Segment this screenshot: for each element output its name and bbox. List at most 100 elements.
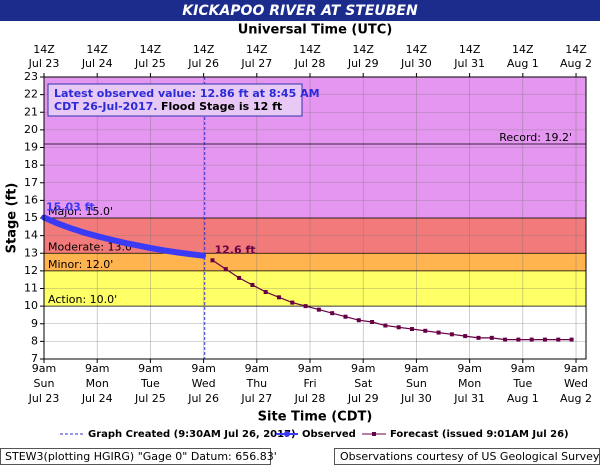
top-tick-label: 14Z <box>193 43 215 56</box>
forecast-point <box>463 334 468 339</box>
top-tick-date: Jul 24 <box>81 57 113 70</box>
top-tick-label: 14Z <box>512 43 534 56</box>
record-label: Record: 19.2' <box>499 131 572 144</box>
flood-label: Minor: 12.0' <box>48 258 113 271</box>
forecast-point <box>303 304 308 309</box>
y-axis-label: Stage (ft) <box>5 183 20 254</box>
x-tick-day: Wed <box>564 377 588 390</box>
top-tick-label: 14Z <box>565 43 587 56</box>
y-tick-label: 23 <box>24 70 38 83</box>
y-tick-label: 16 <box>24 193 38 206</box>
y-tick-label: 17 <box>24 176 38 189</box>
forecast-point <box>330 311 335 316</box>
legend-forecast-marker <box>372 432 376 436</box>
x-tick-date: Jul 25 <box>134 392 166 405</box>
forecast-point <box>263 290 268 295</box>
forecast-point <box>542 337 547 342</box>
x-tick-label: 9am <box>564 362 588 375</box>
forecast-point <box>569 337 574 342</box>
forecast-point <box>476 335 481 340</box>
top-tick-date: Jul 28 <box>294 57 326 70</box>
forecast-point <box>436 330 441 335</box>
y-tick-label: 21 <box>24 105 38 118</box>
top-axis-label: Universal Time (UTC) <box>238 23 393 38</box>
latest-text: Latest observed value: 12.86 ft at 8:45 … <box>54 87 320 100</box>
forecast-point <box>250 282 255 287</box>
flood-stage: Flood Stage is 12 ft <box>161 100 282 113</box>
flood-label: Moderate: 13.0' <box>48 240 135 253</box>
forecast-point <box>529 337 534 342</box>
x-tick-day: Tue <box>512 377 532 390</box>
footer-right: Observations courtesy of US Geological S… <box>340 450 600 463</box>
latest-box <box>47 83 303 117</box>
top-tick-date: Jul 31 <box>453 57 485 70</box>
top-tick-date: Aug 1 <box>507 57 539 70</box>
forecast-point <box>449 332 454 337</box>
forecast-point <box>290 300 295 305</box>
y-tick-label: 15 <box>24 211 38 224</box>
x-tick-date: Aug 1 <box>507 392 539 405</box>
x-tick-day: Sat <box>354 377 373 390</box>
x-tick-day: Wed <box>192 377 216 390</box>
x-tick-label: 9am <box>298 362 322 375</box>
top-tick-date: Aug 2 <box>560 57 592 70</box>
forecast-point <box>556 337 561 342</box>
y-tick-label: 7 <box>31 352 38 365</box>
forecast-point <box>383 323 388 328</box>
y-tick-label: 8 <box>31 334 38 347</box>
legend-forecast: Forecast (issued 9:01AM Jul 26) <box>390 429 569 440</box>
y-tick-label: 22 <box>24 88 38 101</box>
top-tick-label: 14Z <box>459 43 481 56</box>
x-axis-label: Site Time (CDT) <box>258 410 373 425</box>
x-tick-label: 9am <box>245 362 269 375</box>
legend-observed: Observed <box>302 429 356 440</box>
latest-date: CDT 26-Jul-2017. <box>54 100 157 113</box>
y-tick-label: 19 <box>24 141 38 154</box>
x-tick-date: Jul 30 <box>400 392 432 405</box>
x-tick-date: Jul 28 <box>294 392 326 405</box>
x-tick-date: Jul 29 <box>347 392 379 405</box>
top-tick-label: 14Z <box>86 43 108 56</box>
title-bar <box>0 0 600 21</box>
forecast-point <box>409 327 414 332</box>
x-tick-day: Thu <box>245 377 267 390</box>
y-tick-label: 11 <box>24 282 38 295</box>
forecast-point <box>489 335 494 340</box>
y-tick-label: 20 <box>24 123 38 136</box>
forecast-point <box>356 318 361 323</box>
x-tick-label: 9am <box>191 362 215 375</box>
y-tick-label: 18 <box>24 158 38 171</box>
x-tick-label: 9am <box>138 362 162 375</box>
top-tick-label: 14Z <box>299 43 321 56</box>
x-tick-label: 9am <box>404 362 428 375</box>
x-tick-date: Aug 2 <box>560 392 592 405</box>
top-tick-date: Jul 23 <box>28 57 60 70</box>
top-tick-label: 14Z <box>140 43 162 56</box>
x-tick-day: Sun <box>34 377 55 390</box>
forecast-point <box>210 258 215 263</box>
x-tick-date: Jul 31 <box>453 392 485 405</box>
legend-observed-marker <box>284 431 290 437</box>
x-tick-day: Fri <box>303 377 316 390</box>
forecast-line <box>211 259 573 341</box>
top-tick-label: 14Z <box>33 43 55 56</box>
forecast-point <box>370 319 375 324</box>
x-tick-label: 9am <box>32 362 56 375</box>
forecast-point <box>423 328 428 333</box>
y-tick-label: 12 <box>24 264 38 277</box>
flood-label: Major: 15.0' <box>48 205 113 218</box>
x-tick-date: Jul 26 <box>187 392 219 405</box>
latest-line2: CDT 26-Jul-2017. Flood Stage is 12 ft <box>54 100 282 113</box>
forecast-point <box>343 314 348 319</box>
y-tick-label: 10 <box>24 299 38 312</box>
x-tick-label: 9am <box>457 362 481 375</box>
top-tick-label: 14Z <box>406 43 428 56</box>
x-tick-day: Mon <box>458 377 481 390</box>
y-tick-label: 14 <box>24 229 38 242</box>
value-label: 15.03 ft <box>46 200 95 213</box>
y-tick-label: 9 <box>31 317 38 330</box>
top-tick-date: Jul 26 <box>187 57 219 70</box>
flood-band <box>44 253 586 271</box>
x-tick-label: 9am <box>351 362 375 375</box>
